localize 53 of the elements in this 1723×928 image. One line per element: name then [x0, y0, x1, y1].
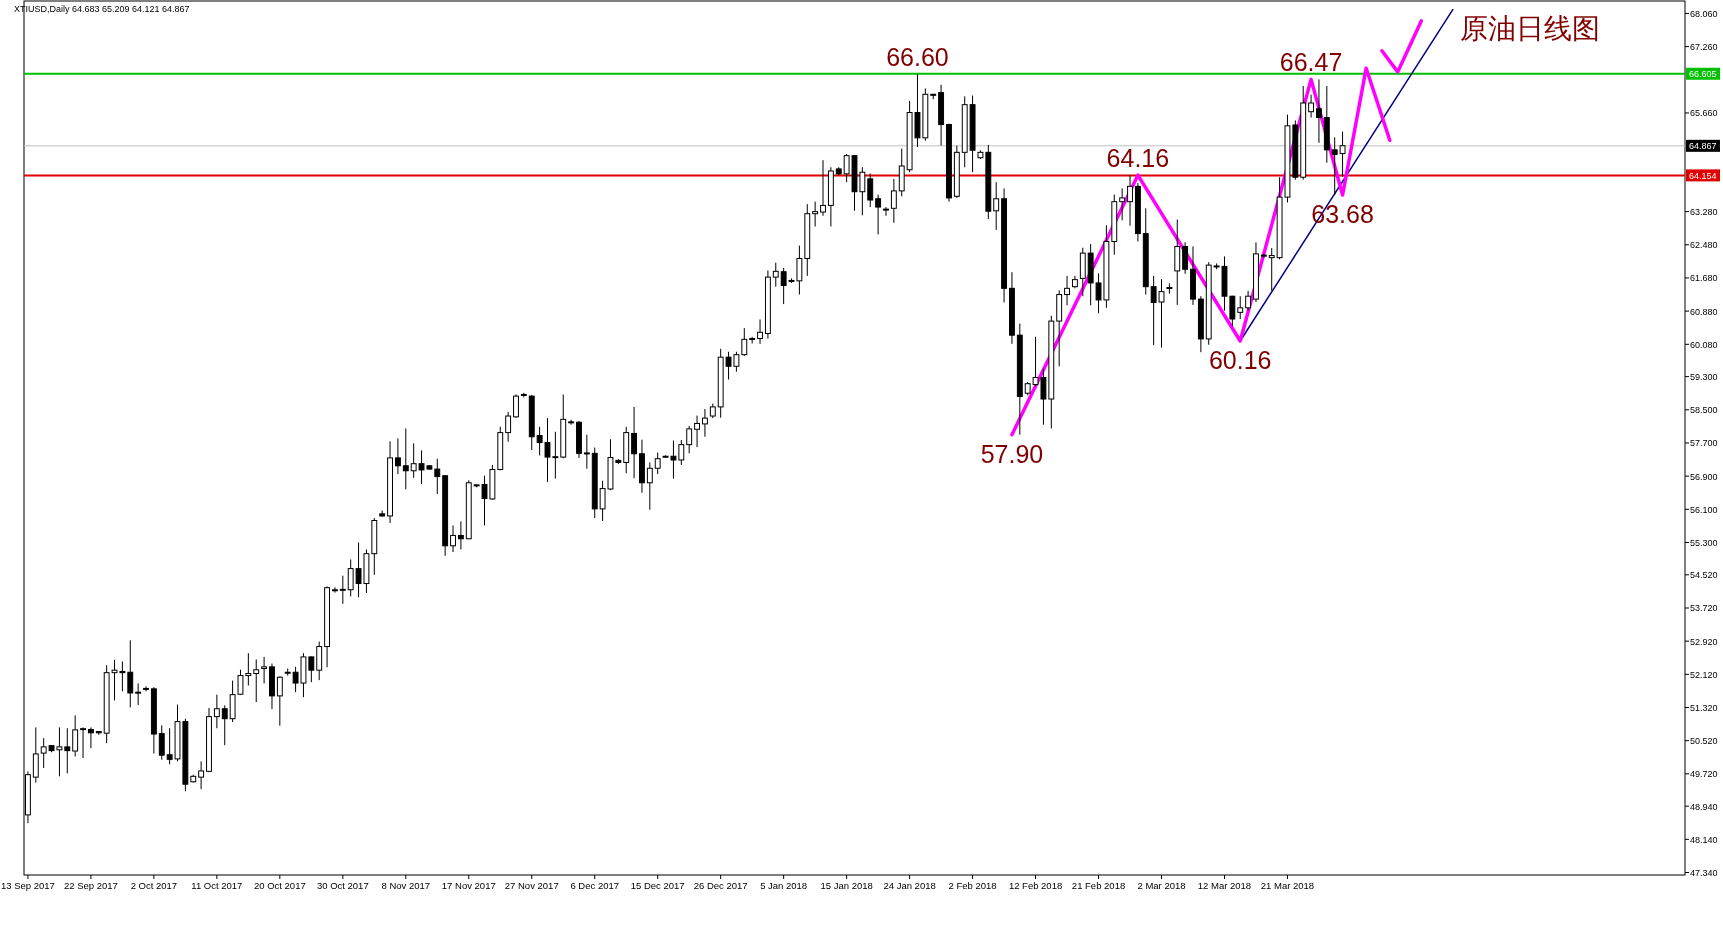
x-tick-label: 21 Feb 2018 [1071, 880, 1126, 891]
y-tick-label: 58.500 [1690, 405, 1718, 416]
x-tick-label: 6 Dec 2017 [570, 880, 620, 891]
y-tick-label: 60.080 [1690, 339, 1718, 350]
y-tick-label: 57.700 [1690, 438, 1718, 449]
y-tick-label: 48.940 [1690, 801, 1718, 812]
x-tick-label: 5 Jan 2018 [760, 880, 808, 891]
x-tick-label: 2 Oct 2017 [130, 880, 178, 891]
x-tick-label: 2 Feb 2018 [948, 880, 997, 891]
y-tick-label: 68.060 [1690, 8, 1718, 19]
y-tick-label: 67.260 [1690, 42, 1718, 53]
y-tick-label: 47.340 [1690, 868, 1718, 879]
x-tick-label: 15 Jan 2018 [820, 880, 873, 891]
annotation: 原油日线图 [1460, 13, 1600, 44]
y-tick-label: 48.140 [1690, 834, 1718, 845]
x-tick-label: 12 Feb 2018 [1008, 880, 1063, 891]
x-tick-label: 22 Sep 2017 [63, 880, 118, 891]
x-tick-label: 2 Mar 2018 [1137, 880, 1186, 891]
x-tick-label: 21 Mar 2018 [1260, 880, 1315, 891]
y-tick-label: 60.880 [1690, 306, 1718, 317]
y-tick-label: 52.120 [1690, 669, 1718, 680]
x-tick-label: 13 Sep 2017 [0, 880, 55, 891]
price-label: 64.154 [1686, 169, 1720, 182]
y-tick-label: 63.280 [1690, 207, 1718, 218]
x-tick-label: 26 Dec 2017 [693, 880, 748, 891]
annotation: 64.16 [1106, 144, 1170, 173]
y-tick-label: 50.520 [1690, 736, 1718, 747]
annotation: 57.90 [980, 439, 1044, 468]
x-tick-label: 20 Oct 2017 [253, 880, 306, 891]
y-tick-label: 56.900 [1690, 471, 1718, 482]
y-tick-label: 54.520 [1690, 570, 1718, 581]
x-tick-label: 11 Oct 2017 [191, 880, 243, 891]
y-tick-label: 51.320 [1690, 703, 1718, 713]
y-tick-label: 52.920 [1690, 636, 1718, 647]
x-tick-label: 30 Oct 2017 [316, 880, 369, 891]
annotation: 60.16 [1208, 345, 1272, 374]
y-tick-label: 59.300 [1690, 372, 1718, 383]
x-tick-label: 17 Nov 2017 [441, 880, 496, 891]
y-tick-label: 53.720 [1690, 603, 1718, 614]
x-tick-label: 8 Nov 2017 [381, 880, 431, 891]
x-tick-label: 12 Mar 2018 [1197, 880, 1252, 891]
x-tick-label: 24 Jan 2018 [883, 880, 936, 891]
x-tick-label: 27 Nov 2017 [504, 880, 559, 891]
y-tick-label: 49.720 [1690, 769, 1718, 780]
chart-title: XTIUSD,Daily 64.683 65.209 64.121 64.867 [14, 4, 190, 14]
annotation: 66.47 [1279, 48, 1343, 77]
y-tick-label: 61.680 [1690, 273, 1718, 284]
y-tick-label: 65.660 [1690, 108, 1718, 119]
annotation: 66.60 [886, 42, 949, 71]
y-tick-label: 56.100 [1690, 504, 1718, 515]
y-tick-label: 55.300 [1690, 537, 1718, 548]
y-tick-label: 62.480 [1690, 240, 1718, 251]
x-tick-label: 15 Dec 2017 [630, 880, 685, 891]
